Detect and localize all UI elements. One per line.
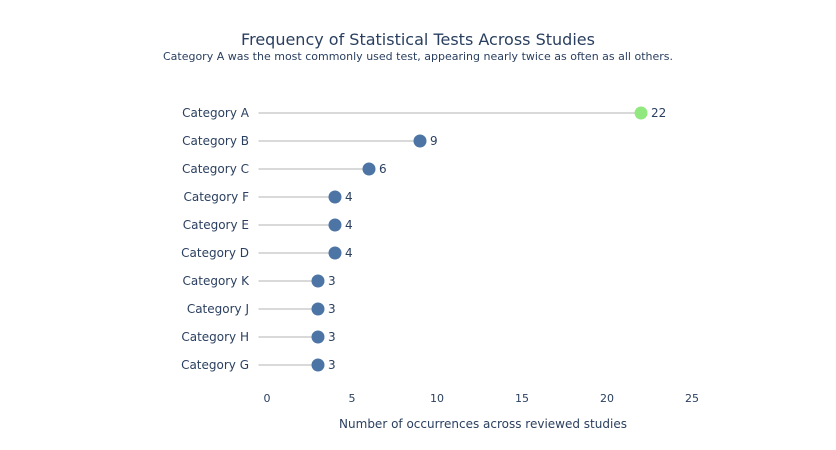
lollipop-dot [328,190,342,204]
y-tick-label: Category D [181,246,249,260]
data-label: 3 [328,302,336,316]
lollipop-dot [634,106,648,120]
data-label: 3 [328,358,336,372]
y-tick-label: Category K [183,274,251,288]
y-tick-label: Category A [182,106,250,120]
y-tick-label: Category C [182,162,249,176]
chart-subtitle: Category A was the most commonly used te… [163,50,673,63]
lollipop-dot [362,162,376,176]
data-label: 6 [379,162,387,176]
x-tick-label: 20 [600,392,614,405]
x-tick-label: 25 [685,392,699,405]
x-axis-label: Number of occurrences across reviewed st… [339,417,627,431]
lollipop-dot [413,134,427,148]
data-label: 3 [328,274,336,288]
y-tick-label: Category E [183,218,249,232]
lollipop-dot [311,358,325,372]
lollipop-dot [328,218,342,232]
lollipop-dot [328,246,342,260]
data-label: 9 [430,134,438,148]
y-tick-label: Category J [187,302,249,316]
data-label: 4 [345,246,353,260]
x-tick-label: 15 [515,392,529,405]
lollipop-dot [311,302,325,316]
lollipop-dot [311,274,325,288]
y-tick-label: Category F [183,190,249,204]
data-label: 4 [345,218,353,232]
x-tick-label: 5 [349,392,356,405]
chart-title: Frequency of Statistical Tests Across St… [241,30,595,49]
data-label: 22 [651,106,666,120]
y-tick-label: Category H [181,330,249,344]
data-label: 3 [328,330,336,344]
lollipop-dot [311,330,325,344]
x-tick-label: 0 [264,392,271,405]
y-tick-label: Category G [181,358,249,372]
x-tick-label: 10 [430,392,444,405]
data-label: 4 [345,190,353,204]
y-tick-label: Category B [182,134,249,148]
